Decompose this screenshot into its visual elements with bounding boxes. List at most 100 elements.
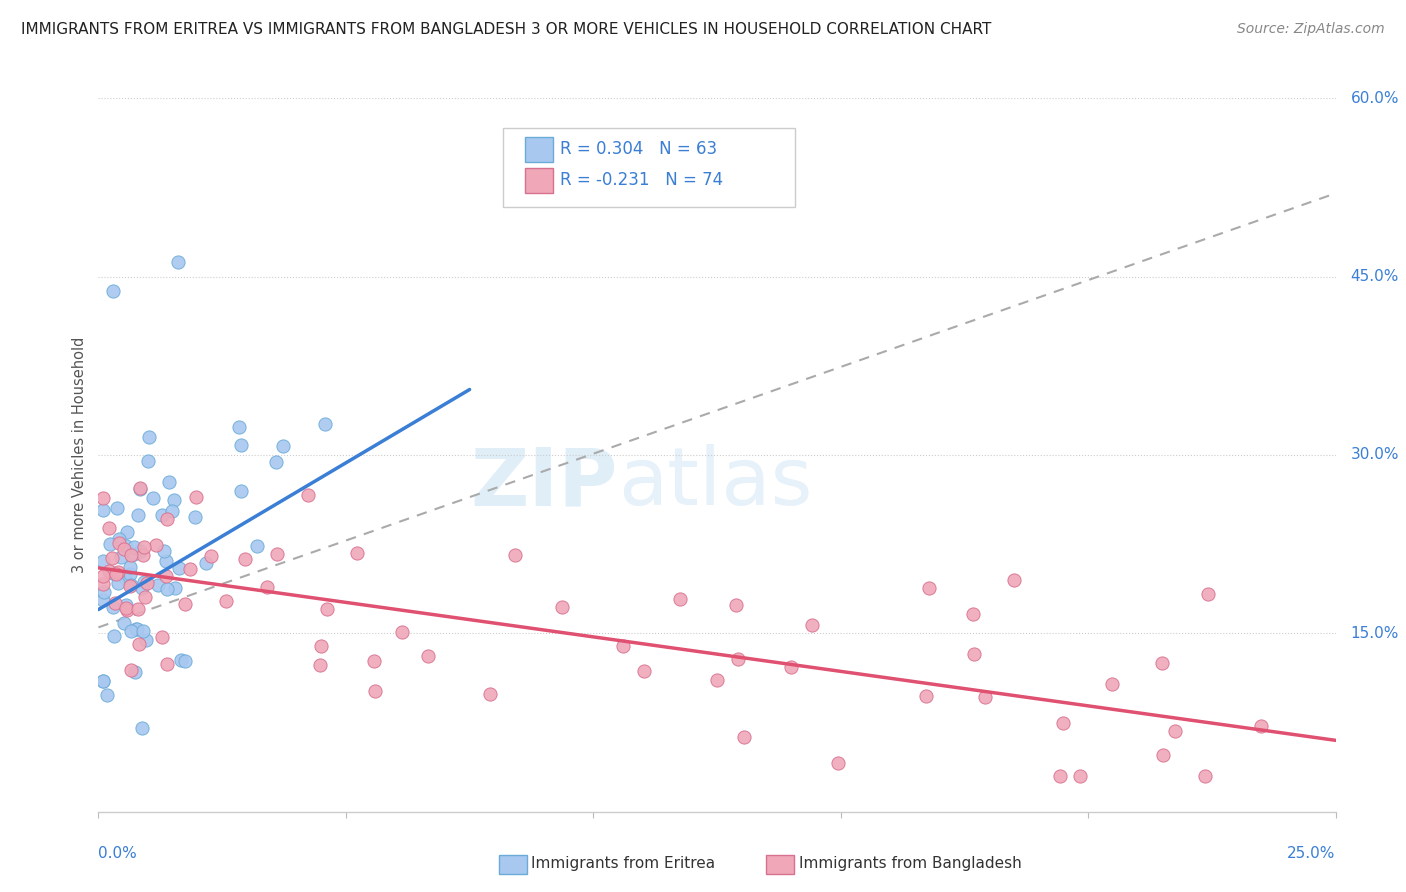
Point	[157, 475, 180, 489]
Point	[1152, 656, 1174, 670]
Point	[93, 569, 115, 583]
Point	[170, 653, 193, 667]
Point	[364, 684, 387, 698]
Point	[195, 556, 218, 570]
Point	[148, 578, 170, 592]
Point	[125, 622, 148, 636]
Text: Immigrants from Eritrea: Immigrants from Eritrea	[531, 856, 716, 871]
Point	[104, 596, 127, 610]
Point	[233, 551, 256, 566]
Point	[478, 687, 501, 701]
Point	[134, 540, 156, 554]
Point	[612, 639, 634, 653]
Point	[231, 438, 253, 452]
Point	[155, 554, 177, 568]
Point	[1069, 769, 1091, 783]
Point	[346, 546, 368, 560]
Point	[103, 284, 125, 298]
Point	[1250, 719, 1272, 733]
Text: 25.0%: 25.0%	[1288, 846, 1336, 861]
Point	[309, 639, 332, 653]
Point	[160, 504, 183, 518]
Point	[915, 689, 938, 703]
Point	[153, 544, 176, 558]
Point	[363, 654, 385, 668]
Point	[120, 560, 142, 574]
Text: R = -0.231   N = 74: R = -0.231 N = 74	[560, 171, 723, 189]
Point	[633, 665, 655, 679]
Point	[93, 577, 115, 591]
FancyBboxPatch shape	[526, 137, 553, 162]
Point	[136, 454, 159, 468]
Point	[125, 622, 148, 636]
Point	[779, 660, 801, 674]
Point	[138, 429, 160, 443]
Point	[112, 542, 135, 557]
Point	[1194, 769, 1216, 783]
Point	[271, 438, 294, 452]
Point	[93, 502, 115, 516]
Point	[167, 561, 190, 575]
Point	[124, 665, 146, 679]
Point	[256, 580, 278, 594]
Point	[134, 590, 156, 604]
Point	[104, 567, 127, 582]
Point	[93, 585, 115, 599]
Point	[184, 490, 207, 504]
Point	[120, 624, 142, 639]
Point	[391, 625, 413, 640]
Point	[963, 647, 986, 661]
Point	[174, 654, 197, 668]
Point	[131, 721, 153, 735]
Point	[120, 578, 142, 592]
Point	[101, 550, 124, 565]
Point	[135, 633, 157, 648]
Text: 15.0%: 15.0%	[1351, 626, 1399, 640]
Point	[128, 637, 150, 651]
Point	[551, 599, 574, 614]
FancyBboxPatch shape	[526, 168, 553, 193]
Point	[179, 561, 201, 575]
Point	[163, 492, 186, 507]
Point	[416, 648, 439, 663]
Point	[103, 630, 125, 644]
Point	[107, 532, 129, 546]
Point	[112, 616, 135, 631]
Point	[101, 599, 124, 614]
Y-axis label: 3 or more Vehicles in Household: 3 or more Vehicles in Household	[72, 337, 87, 573]
Point	[107, 576, 129, 591]
Text: 45.0%: 45.0%	[1351, 269, 1399, 284]
Text: 60.0%: 60.0%	[1351, 91, 1399, 105]
Point	[115, 525, 138, 540]
Point	[918, 581, 941, 595]
Point	[98, 536, 121, 550]
Point	[1049, 769, 1071, 783]
Point	[297, 488, 319, 502]
Point	[150, 508, 173, 522]
Point	[1164, 723, 1187, 738]
Point	[163, 581, 186, 595]
Point	[246, 539, 269, 553]
Point	[120, 567, 142, 582]
Point	[120, 663, 142, 677]
Point	[1101, 677, 1123, 691]
Point	[107, 566, 129, 580]
Point	[120, 579, 142, 593]
Point	[122, 547, 145, 561]
Point	[93, 674, 115, 689]
Point	[98, 521, 121, 535]
Point	[184, 509, 207, 524]
Point	[962, 607, 984, 621]
Point	[114, 601, 136, 615]
Point	[215, 593, 238, 607]
Point	[128, 508, 150, 523]
Point	[96, 688, 118, 702]
Text: Immigrants from Bangladesh: Immigrants from Bangladesh	[799, 856, 1021, 871]
Point	[131, 624, 153, 638]
Point	[150, 630, 173, 644]
Point	[128, 543, 150, 558]
Point	[800, 618, 823, 632]
Point	[115, 539, 138, 553]
Point	[174, 597, 197, 611]
Point	[1002, 573, 1025, 587]
